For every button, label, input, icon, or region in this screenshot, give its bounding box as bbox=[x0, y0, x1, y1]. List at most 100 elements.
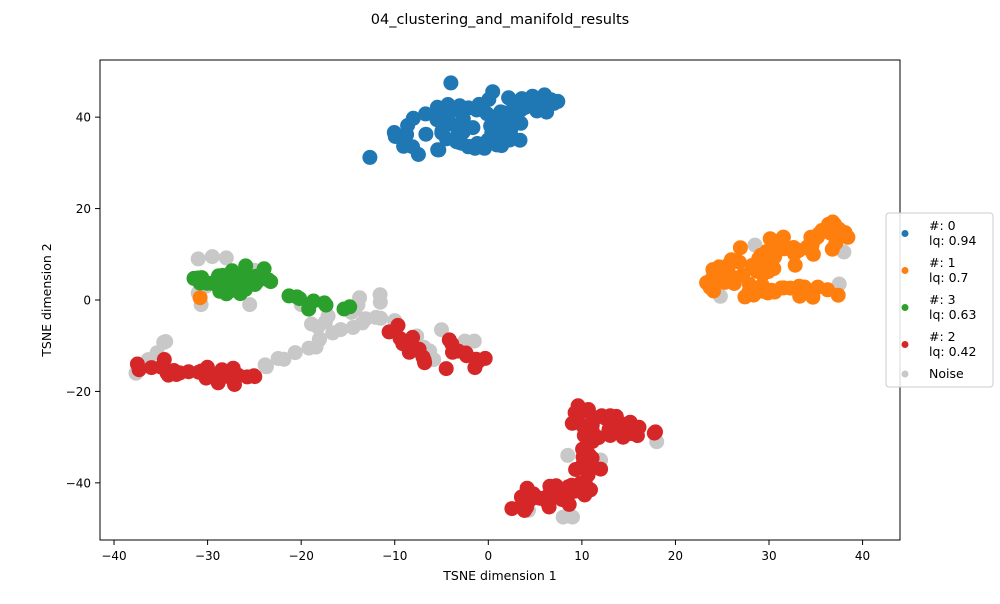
data-point bbox=[518, 487, 534, 503]
data-point bbox=[443, 75, 459, 91]
data-point bbox=[452, 98, 468, 114]
data-point bbox=[449, 134, 464, 150]
data-point bbox=[405, 110, 421, 126]
y-tick-label: 40 bbox=[76, 111, 91, 125]
legend-label: lq: 0.7 bbox=[929, 270, 968, 285]
data-point bbox=[473, 136, 489, 152]
data-point bbox=[767, 284, 783, 300]
data-point bbox=[467, 360, 483, 376]
y-tick-label: −40 bbox=[66, 476, 91, 490]
data-point bbox=[258, 359, 274, 375]
data-point bbox=[549, 487, 564, 503]
x-tick-label: −30 bbox=[195, 549, 220, 563]
data-point bbox=[430, 142, 446, 158]
data-point bbox=[560, 447, 576, 463]
data-point bbox=[732, 240, 748, 256]
data-point bbox=[368, 309, 384, 325]
legend-label: lq: 0.42 bbox=[929, 344, 976, 359]
data-point bbox=[158, 334, 174, 349]
data-point bbox=[546, 95, 562, 111]
data-point bbox=[434, 115, 450, 131]
y-tick-label: −20 bbox=[66, 385, 91, 399]
y-tick-label: 20 bbox=[76, 202, 91, 216]
legend-box bbox=[885, 212, 994, 388]
series-c2 bbox=[129, 317, 663, 518]
x-tick-label: 10 bbox=[574, 549, 589, 563]
data-point bbox=[301, 301, 317, 317]
data-point bbox=[766, 261, 782, 277]
legend-label: #: 3 bbox=[929, 292, 956, 307]
x-tick-label: −20 bbox=[289, 549, 314, 563]
legend-label: #: 0 bbox=[929, 218, 956, 233]
data-point bbox=[418, 126, 434, 142]
data-point bbox=[831, 276, 847, 292]
data-point bbox=[190, 251, 206, 267]
data-point bbox=[485, 84, 501, 100]
data-point bbox=[281, 288, 297, 304]
data-point bbox=[762, 231, 778, 247]
data-point bbox=[465, 120, 481, 136]
data-point bbox=[362, 149, 378, 165]
legend-label: Noise bbox=[929, 366, 964, 381]
x-tick-label: −40 bbox=[101, 549, 126, 563]
data-point bbox=[489, 113, 505, 129]
data-point bbox=[455, 111, 471, 127]
data-point bbox=[276, 351, 292, 367]
legend-marker bbox=[901, 230, 909, 237]
x-axis: −40 −30 −20 −10 0 10 20 30 40 bbox=[101, 540, 870, 563]
data-point bbox=[508, 107, 524, 123]
data-point bbox=[387, 129, 403, 144]
data-point bbox=[204, 249, 220, 265]
data-point bbox=[565, 509, 580, 525]
x-tick-label: 20 bbox=[668, 549, 683, 563]
data-point bbox=[410, 147, 426, 162]
data-point bbox=[342, 299, 358, 315]
data-point bbox=[199, 359, 215, 375]
data-point bbox=[333, 322, 349, 338]
y-axis: −40 −20 0 20 40 bbox=[66, 111, 100, 490]
data-point bbox=[192, 275, 208, 291]
data-point bbox=[827, 217, 843, 232]
data-point bbox=[218, 250, 234, 266]
chart-title: 04_clustering_and_manifold_results bbox=[371, 12, 629, 28]
data-point bbox=[381, 324, 397, 340]
data-point bbox=[721, 257, 737, 273]
data-point bbox=[706, 283, 722, 299]
data-point bbox=[192, 290, 208, 306]
series-c3 bbox=[186, 258, 358, 317]
data-point bbox=[602, 428, 618, 443]
data-point bbox=[312, 331, 328, 347]
data-point bbox=[502, 132, 518, 148]
data-point bbox=[287, 345, 303, 361]
x-tick-label: −10 bbox=[382, 549, 407, 563]
data-point bbox=[726, 276, 742, 291]
legend-label: #: 2 bbox=[929, 329, 956, 344]
data-point bbox=[418, 106, 434, 122]
x-tick-label: 0 bbox=[484, 549, 492, 563]
data-point bbox=[792, 288, 808, 304]
series-c0 bbox=[362, 75, 566, 165]
x-axis-label: TSNE dimension 1 bbox=[442, 568, 556, 583]
points-layer bbox=[128, 75, 856, 525]
data-point bbox=[372, 287, 388, 303]
data-point bbox=[787, 257, 803, 273]
legend-marker bbox=[901, 370, 909, 378]
data-point bbox=[737, 289, 753, 305]
data-point bbox=[471, 96, 487, 112]
data-point bbox=[131, 362, 147, 378]
data-point bbox=[210, 375, 226, 391]
legend-label: lq: 0.63 bbox=[929, 307, 976, 322]
data-point bbox=[631, 419, 647, 435]
legend-label: #: 1 bbox=[929, 255, 956, 270]
legend-label: lq: 0.94 bbox=[929, 233, 976, 248]
legend-marker bbox=[901, 267, 909, 274]
legend-marker bbox=[901, 341, 909, 348]
data-point bbox=[568, 462, 584, 477]
data-point bbox=[593, 461, 609, 477]
data-point bbox=[805, 246, 821, 262]
y-tick-label: 0 bbox=[83, 294, 91, 308]
data-point bbox=[260, 272, 276, 288]
data-point bbox=[438, 361, 454, 377]
